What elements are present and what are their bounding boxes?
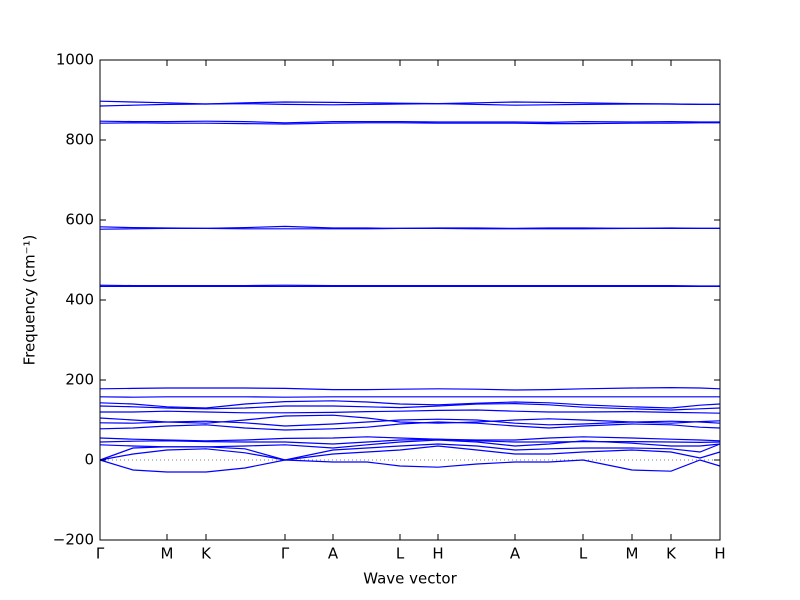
band-line [100, 409, 721, 414]
band-line [99, 284, 720, 287]
band-line [99, 443, 721, 461]
x-tick-label: Γ [281, 545, 290, 563]
y-axis-label: Frequency (cm⁻¹) [21, 235, 39, 366]
plot-frame [99, 59, 721, 541]
y-tick-label: 200 [65, 371, 94, 389]
band-line [99, 400, 721, 409]
y-tick-label: 0 [84, 451, 94, 469]
y-tick-label: −200 [53, 531, 94, 549]
x-tick-label: M [626, 545, 639, 563]
y-tick-label: 1000 [56, 51, 94, 69]
y-tick-label: 400 [65, 291, 94, 309]
x-tick-label: Γ [96, 545, 105, 563]
band-line [99, 386, 721, 391]
x-axis-label: Wave vector [363, 570, 457, 588]
x-tick-label: H [432, 545, 443, 563]
band-line [99, 421, 721, 431]
band-line [99, 459, 721, 473]
y-tick-label: 600 [65, 211, 94, 229]
x-tick-label: A [328, 545, 339, 563]
band-line [99, 418, 721, 427]
x-tick-label: K [201, 545, 212, 563]
band-line [99, 122, 720, 125]
x-tick-label: H [714, 545, 725, 563]
y-tick-label: 800 [65, 131, 94, 149]
x-tick-label: M [161, 545, 174, 563]
x-tick-label: L [396, 545, 405, 563]
band-line [99, 402, 721, 411]
x-tick-label: K [666, 545, 677, 563]
band-line [99, 445, 721, 461]
band-line [99, 102, 720, 107]
x-tick-label: L [579, 545, 588, 563]
band-line [99, 227, 720, 230]
band-line [99, 436, 721, 442]
band-line [99, 438, 721, 445]
x-tick-label: A [510, 545, 521, 563]
band-line [99, 120, 720, 124]
